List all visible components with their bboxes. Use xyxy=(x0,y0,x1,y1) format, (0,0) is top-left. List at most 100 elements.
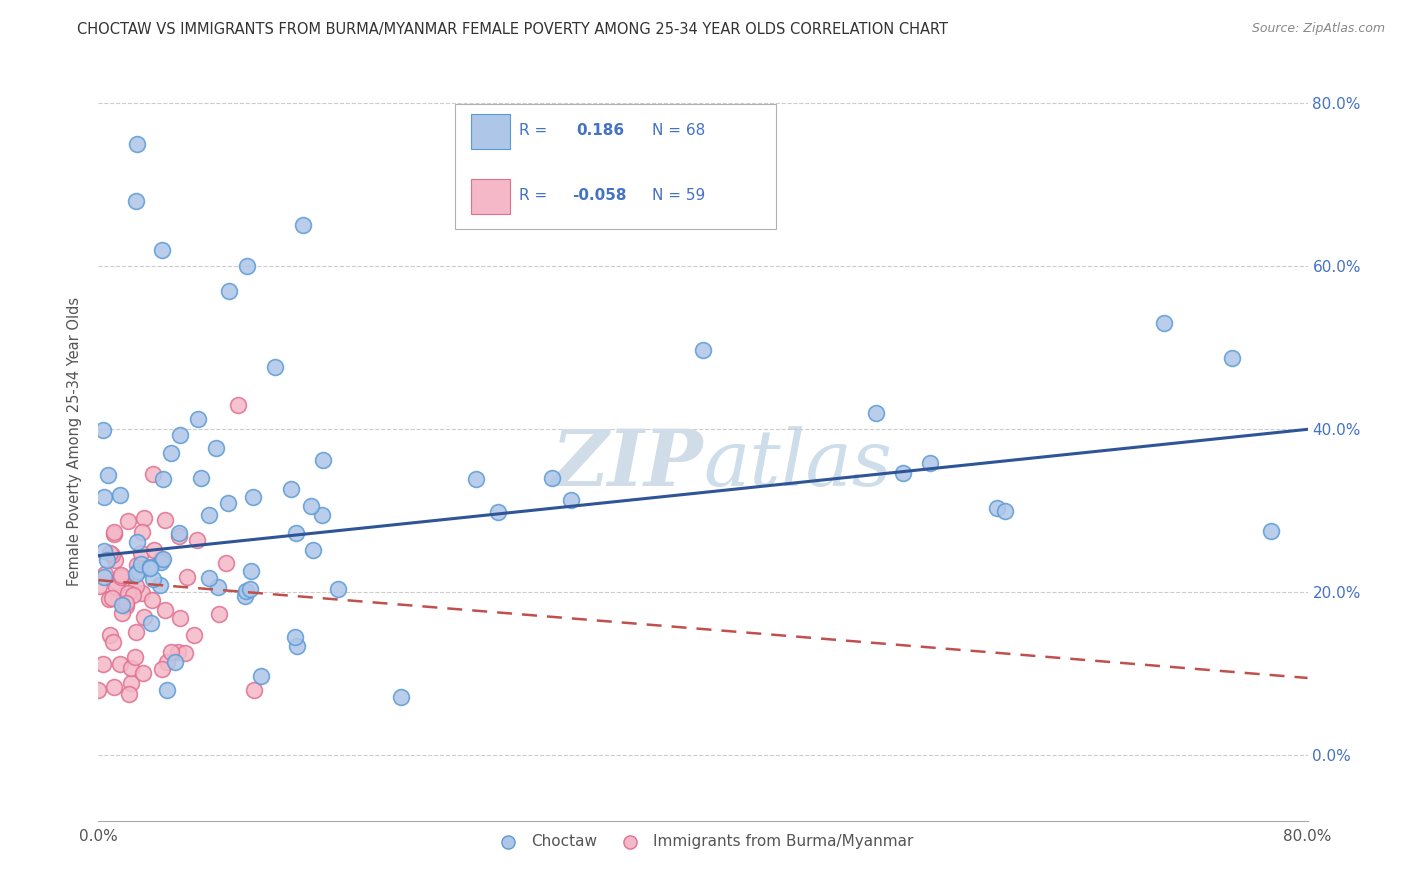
Point xyxy=(87,683,110,698)
Point xyxy=(302,543,325,558)
FancyBboxPatch shape xyxy=(471,114,509,149)
Point xyxy=(91,657,114,672)
Point xyxy=(218,284,240,298)
Point xyxy=(108,657,131,671)
Point xyxy=(120,661,142,675)
Point xyxy=(143,543,166,558)
Point xyxy=(142,467,165,482)
Point xyxy=(122,588,145,602)
Point xyxy=(125,558,148,573)
Point xyxy=(129,546,152,560)
Point xyxy=(103,524,125,539)
Point xyxy=(156,656,179,670)
Point xyxy=(131,585,153,599)
Point xyxy=(486,505,509,519)
Point xyxy=(115,574,138,589)
Point xyxy=(127,564,149,578)
Point xyxy=(98,546,121,560)
Point xyxy=(208,607,231,621)
Point xyxy=(150,243,173,257)
Point xyxy=(163,656,186,670)
Point xyxy=(183,628,205,642)
Point xyxy=(299,499,322,513)
Point xyxy=(93,569,115,583)
Point xyxy=(125,566,148,581)
Point xyxy=(103,680,125,694)
Point xyxy=(118,687,141,701)
Point xyxy=(127,535,149,549)
Point xyxy=(125,579,148,593)
Point xyxy=(169,428,191,442)
Point xyxy=(918,456,941,470)
Point xyxy=(150,555,173,569)
Point xyxy=(198,571,221,585)
Point xyxy=(250,669,273,683)
Text: N = 68: N = 68 xyxy=(652,123,706,138)
Point xyxy=(104,552,127,566)
Point xyxy=(98,628,121,642)
Legend: Choctaw, Immigrants from Burma/Myanmar: Choctaw, Immigrants from Burma/Myanmar xyxy=(486,828,920,855)
Point xyxy=(205,441,228,455)
Point xyxy=(152,472,174,486)
FancyBboxPatch shape xyxy=(456,104,776,229)
Point xyxy=(131,665,153,680)
Point xyxy=(217,496,239,510)
Point xyxy=(226,398,249,412)
Point xyxy=(159,446,181,460)
Point xyxy=(167,529,190,543)
Point xyxy=(280,482,302,496)
Point xyxy=(389,690,412,704)
Point xyxy=(1220,351,1243,365)
Point xyxy=(328,582,350,596)
Point xyxy=(198,508,221,522)
Text: ZIP: ZIP xyxy=(551,426,703,502)
Point xyxy=(167,645,190,659)
Text: -0.058: -0.058 xyxy=(572,188,627,203)
Point xyxy=(169,610,191,624)
Point xyxy=(190,471,212,485)
Point xyxy=(160,645,183,659)
Y-axis label: Female Poverty Among 25-34 Year Olds: Female Poverty Among 25-34 Year Olds xyxy=(67,297,83,586)
Point xyxy=(311,508,333,522)
Point xyxy=(865,406,887,420)
Point xyxy=(291,219,314,233)
Point xyxy=(91,424,114,438)
Point xyxy=(994,504,1017,518)
Point xyxy=(240,564,263,578)
Point xyxy=(233,590,256,604)
Point xyxy=(1260,524,1282,538)
Point xyxy=(134,511,156,525)
Point xyxy=(111,606,134,620)
Point xyxy=(98,592,121,607)
Point xyxy=(692,343,714,357)
Point xyxy=(173,646,195,660)
Point xyxy=(129,557,152,571)
Point xyxy=(101,591,124,606)
Point xyxy=(101,548,124,562)
Text: N = 59: N = 59 xyxy=(652,188,706,203)
Point xyxy=(239,582,262,596)
Text: R =: R = xyxy=(519,123,553,138)
Point xyxy=(156,682,179,697)
Point xyxy=(131,524,153,539)
Point xyxy=(152,552,174,566)
Point xyxy=(167,525,190,540)
Point xyxy=(236,259,259,273)
Point xyxy=(87,579,110,593)
Point xyxy=(312,453,335,467)
Point xyxy=(149,551,172,566)
Point xyxy=(110,570,132,584)
Point xyxy=(1153,316,1175,330)
Point xyxy=(139,615,162,630)
Point xyxy=(186,533,208,547)
Point xyxy=(153,603,176,617)
Point xyxy=(285,639,308,653)
Point xyxy=(103,527,125,541)
Point xyxy=(149,577,172,591)
Point xyxy=(141,593,163,607)
Point xyxy=(117,586,139,600)
Point xyxy=(242,490,264,504)
Point xyxy=(104,581,127,595)
Point xyxy=(986,500,1008,515)
Text: CHOCTAW VS IMMIGRANTS FROM BURMA/MYANMAR FEMALE POVERTY AMONG 25-34 YEAR OLDS CO: CHOCTAW VS IMMIGRANTS FROM BURMA/MYANMAR… xyxy=(77,22,948,37)
